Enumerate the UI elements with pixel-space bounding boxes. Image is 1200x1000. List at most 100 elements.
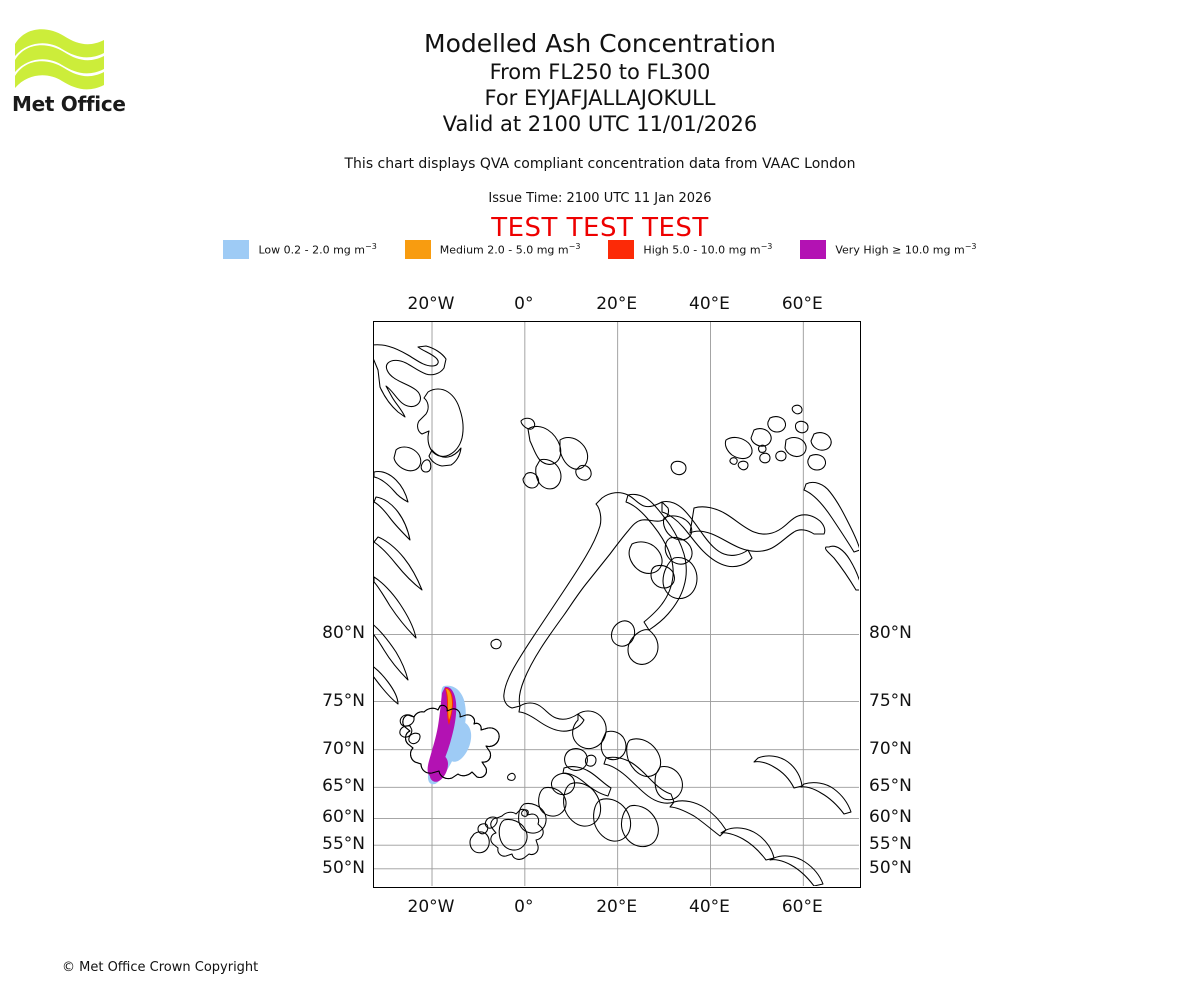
carpathians-region: [593, 798, 632, 842]
qva-compliance-note: This chart displays QVA compliant concen…: [344, 156, 856, 172]
netherlands-coast: [550, 772, 576, 796]
lat-tick-right-75: 75°N: [869, 690, 912, 711]
greenland-ne: [374, 344, 447, 418]
shetland-islands: [521, 809, 529, 817]
volcano-subtitle: For EYJAFJALLAJOKULL: [484, 86, 716, 110]
svalbard-edgeoya: [575, 464, 592, 481]
svalbard-spitsbergen-n: [527, 425, 562, 465]
svalbard-spitsbergen-s: [535, 458, 562, 490]
kolguyev-island: [670, 460, 687, 476]
plume-contour-medium: [446, 689, 452, 720]
scotland-west-coast: [484, 816, 498, 829]
map-canvas: [374, 322, 859, 886]
germany-north-coast: [562, 766, 612, 797]
greenland-coast-b: [393, 446, 422, 472]
russia-volga-region: [753, 755, 803, 789]
lat-tick-left-60: 60°N: [322, 807, 365, 828]
denmark-zealand: [584, 754, 597, 767]
svalbard-islet: [520, 417, 536, 430]
france-north: [518, 802, 547, 834]
legend-label-very-high: Very High ≥ 10.0 mg m−3: [835, 242, 977, 257]
greenland-coast-h: [374, 666, 399, 705]
legend-swatch-low: [223, 240, 250, 259]
norway-south-coast: [518, 702, 585, 732]
black-sea-north: [720, 827, 775, 861]
caucasus-region: [769, 855, 824, 886]
lake-ladoga-onega: [662, 557, 698, 600]
coastlines: [374, 344, 859, 886]
iceland-outline-overlay: [402, 704, 500, 780]
copyright-notice: © Met Office Crown Copyright: [62, 960, 259, 975]
lat-tick-right-70: 70°N: [869, 738, 912, 759]
svalbard-nordaustlandet: [559, 437, 589, 470]
legend-label-low: Low 0.2 - 2.0 mg m−3: [258, 242, 377, 257]
legend-swatch-very-high: [800, 240, 827, 259]
lithuania-belarus: [654, 766, 683, 801]
lon-tick-bottom-20: 20°E: [596, 897, 638, 917]
lat-tick-right-60: 60°N: [869, 807, 912, 828]
jan-mayen: [490, 638, 502, 650]
legend-label-high: High 5.0 - 10.0 mg m−3: [643, 242, 773, 257]
sweden-south: [572, 710, 607, 750]
met-office-wordmark: Met Office: [12, 92, 126, 116]
ireland: [469, 831, 490, 854]
sweden-finland-border: [625, 493, 687, 631]
lon-tick-bottom-60: 60°E: [781, 897, 823, 917]
central-europe: [563, 782, 602, 827]
faroe-islands: [507, 772, 516, 781]
iceland-westfjords-b: [399, 725, 413, 738]
lat-tick-left-55: 55°N: [322, 834, 365, 855]
legend-swatch-high: [608, 240, 635, 259]
met-office-wave-mark: [15, 29, 104, 90]
russia-arctic-coast: [689, 506, 826, 552]
lat-tick-right-55: 55°N: [869, 834, 912, 855]
legend-entry-very-high: Very High ≥ 10.0 mg m−3: [800, 240, 977, 259]
legend-entry-high: High 5.0 - 10.0 mg m−3: [608, 240, 772, 259]
legend-swatch-medium: [404, 240, 431, 259]
legend-label-medium: Medium 2.0 - 5.0 mg m−3: [439, 242, 581, 257]
novaya-zemlya-n: [803, 481, 859, 553]
lat-tick-right-65: 65°N: [869, 776, 912, 797]
denmark-jutland: [564, 748, 588, 771]
lat-tick-right-80: 80°N: [869, 623, 912, 644]
legend-entry-medium: Medium 2.0 - 5.0 mg m−3: [404, 240, 581, 259]
page-title: Modelled Ash Concentration: [424, 29, 776, 58]
lon-tick-bottom--20: 20°W: [407, 897, 455, 917]
legend-entry-low: Low 0.2 - 2.0 mg m−3: [223, 240, 377, 259]
concentration-legend: Low 0.2 - 2.0 mg m−3 Medium 2.0 - 5.0 mg…: [0, 240, 1200, 259]
kola-coast-s: [628, 541, 663, 574]
greenland-island-ne: [417, 388, 464, 457]
russia-southeast: [800, 782, 852, 815]
greenland-coast-c: [374, 470, 409, 503]
lon-tick-top-20: 20°E: [596, 294, 638, 314]
sweden-scania: [600, 730, 627, 761]
estonia-latvia: [626, 738, 662, 777]
greenland-coast-f: [374, 576, 417, 639]
gulf-of-bothnia-s: [627, 629, 659, 665]
greenland-coast-d: [374, 496, 411, 541]
lat-tick-left-70: 70°N: [322, 738, 365, 759]
lat-tick-left-75: 75°N: [322, 690, 365, 711]
lon-tick-top-0: 0°: [514, 294, 534, 314]
flight-level-subtitle: From FL250 to FL300: [489, 60, 711, 84]
novaya-zemlya-s: [824, 545, 859, 591]
hebrides: [477, 823, 489, 835]
plume-core-south: [429, 755, 448, 782]
greenland-coast-e: [374, 536, 423, 591]
map-frame: [373, 321, 861, 888]
lon-tick-bottom-0: 0°: [514, 897, 534, 917]
issue-time-label: Issue Time: 2100 UTC 11 Jan 2026: [488, 191, 712, 206]
ukraine-south-coast: [669, 800, 727, 837]
greenland-islet-a: [420, 459, 432, 473]
lat-tick-left-65: 65°N: [322, 776, 365, 797]
test-banner: TEST TEST TEST: [491, 213, 709, 243]
iceland-westfjords-c: [408, 732, 421, 745]
franz-josef-land: [724, 404, 832, 471]
met-office-logo: Met Office: [12, 20, 132, 116]
lon-tick-top-60: 60°E: [781, 294, 823, 314]
plume-lobe-east: [448, 721, 472, 762]
kola-peninsula-n: [662, 515, 693, 541]
ash-plume: [427, 685, 472, 785]
belgium-france-n: [538, 786, 567, 817]
lat-tick-left-80: 80°N: [322, 623, 365, 644]
